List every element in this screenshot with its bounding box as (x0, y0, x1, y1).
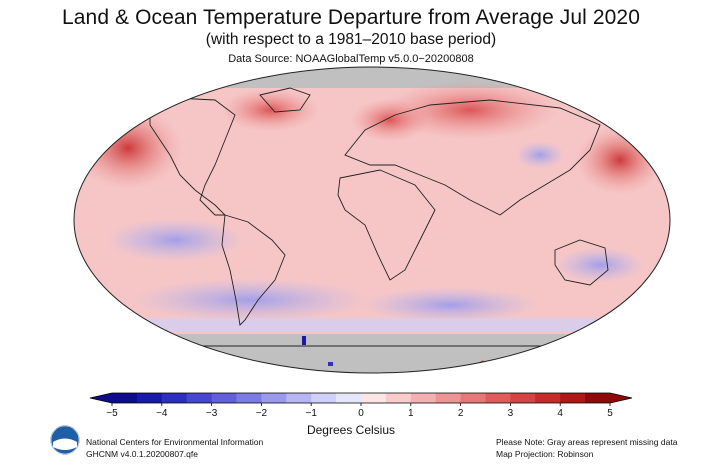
colorbar-tick-label: −3 (206, 408, 218, 419)
colorbar-tick-label: −2 (256, 408, 268, 419)
colorbar-swatch (136, 393, 163, 403)
projection-note: Map Projection: Robinson (496, 449, 594, 459)
south-america-outline (221, 214, 286, 326)
colorbar-label: Degrees Celsius (306, 423, 396, 437)
colorbar-swatch (361, 393, 387, 403)
colorbar-ticks: −5 −4 −3 −2 −1 0 1 2 3 4 5 (106, 403, 613, 419)
colorbar-tick-label: −4 (156, 408, 168, 419)
colorbar-swatch (410, 393, 437, 403)
colorbar-swatch (112, 393, 138, 403)
colorbar-max-arrow (610, 393, 632, 403)
map-title: Land & Ocean Temperature Departure from … (61, 6, 640, 29)
colorbar-swatch (585, 393, 611, 403)
eurasia-outline (344, 99, 601, 216)
colorbar-tick-label: 3 (508, 408, 514, 419)
colorbar-swatch (236, 393, 262, 403)
colorbar-tick-label: 0 (358, 408, 364, 419)
colorbar-tick-label: −1 (305, 408, 317, 419)
colorbar-swatch (435, 393, 462, 403)
organization-name: National Centers for Environmental Infor… (86, 437, 264, 447)
noaa-logo-icon (50, 425, 80, 455)
cool-tasman (555, 247, 645, 283)
colorbar-swatch (560, 393, 586, 403)
colorbar-swatch (336, 393, 362, 403)
map-border (73, 66, 671, 374)
colorbar-swatch (186, 393, 213, 403)
colorbar-swatch (385, 393, 412, 403)
missing-data-note: Please Note: Gray areas represent missin… (496, 437, 678, 447)
australia-outline (554, 239, 609, 286)
warm-europe (350, 98, 430, 142)
colorbar-swatch (510, 393, 536, 403)
colorbar-tick-label: 2 (458, 408, 464, 419)
colorbar-swatch (211, 393, 237, 403)
colorbar-swatch (161, 393, 188, 403)
dataset-version: GHCNM v4.0.1.20200807.qfe (86, 449, 198, 459)
africa-outline (337, 169, 436, 281)
map-note: Please Note: Gray areas represent missin… (496, 436, 677, 460)
colorbar-swatch (261, 393, 287, 403)
colorbar-swatch (460, 393, 486, 403)
map-subtitle: (with respect to a 1981–2010 base period… (205, 31, 497, 48)
colorbar-swatch (286, 393, 312, 403)
cold-patch-antarctic-1 (302, 336, 306, 345)
north-america-outline (149, 97, 236, 216)
greenland-outline (259, 87, 311, 113)
colorbar-tick-label: 1 (408, 408, 414, 419)
cool-tropical-pacific (105, 218, 245, 262)
cool-southern-ocean-band (74, 318, 670, 332)
cool-southern-indian (360, 287, 540, 323)
colorbar-tick-label: −5 (106, 408, 118, 419)
colorbar-tick-label: 4 (557, 408, 563, 419)
colorbar-swatches (89, 392, 633, 404)
data-source: Data Source: NOAAGlobalTemp v5.0.0−20200… (228, 53, 474, 65)
colorbar: −5 −4 −3 −2 −1 0 1 2 3 4 5 (89, 392, 633, 419)
warm-north-atlantic (220, 88, 320, 132)
colorbar-min-arrow (90, 393, 112, 403)
colorbar-swatch (311, 393, 337, 403)
colorbar-tick-label: 5 (607, 408, 613, 419)
colorbar-swatch (485, 393, 511, 403)
cool-east-asia (515, 141, 565, 169)
colorbar-swatch (535, 393, 561, 403)
cool-south-pacific (130, 278, 370, 322)
temperature-anomaly-map (73, 66, 671, 374)
cold-patch-antarctic-2 (328, 362, 333, 366)
organization-credit: National Centers for Environmental Infor… (86, 436, 263, 460)
